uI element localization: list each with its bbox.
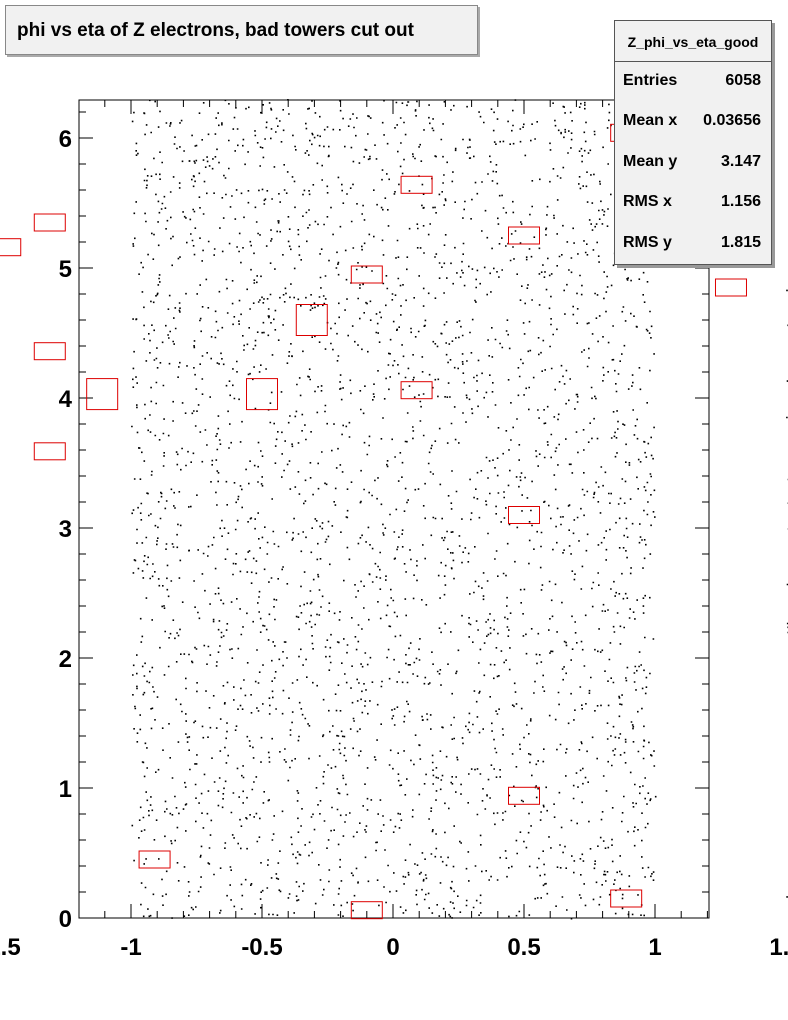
stats-row-rms-y: RMS y 1.815 [615,224,771,264]
bad-tower-box [714,278,747,297]
stats-row-mean-y: Mean y 3.147 [615,143,771,183]
stats-histogram-name: Z_phi_vs_eta_good [615,21,771,62]
bad-tower-box [246,378,278,411]
stats-value: 0.03656 [703,112,761,129]
y-tick-label: 4 [59,386,73,413]
stats-row-mean-x: Mean x 0.03656 [615,102,771,142]
stats-label: Mean x [623,112,678,129]
y-tick-label: 1 [59,776,72,803]
bad-tower-box [33,342,66,361]
x-tick-label: 1.5 [769,934,788,961]
bad-tower-box [610,889,643,908]
bad-tower-box [138,850,171,869]
stats-value: 1.815 [720,234,761,251]
bad-tower-box [350,901,383,920]
y-tick-label: 5 [59,256,72,283]
stats-label: RMS y [623,234,672,251]
x-tick-label: -1 [120,934,141,961]
bad-tower-box [400,175,433,194]
stats-label: RMS x [623,193,672,210]
bad-tower-box [350,265,383,284]
stats-row-entries: Entries 6058 [615,62,771,102]
stats-value: 6058 [725,72,761,89]
stats-row-rms-x: RMS x 1.156 [615,183,771,223]
bad-tower-boxes [0,123,747,920]
bad-tower-box [33,213,66,232]
stats-value: 1.156 [720,193,761,210]
x-tick-label: -0.5 [241,934,282,961]
plot-frame [78,99,710,919]
x-tick-label: -1.5 [0,934,21,961]
stats-label: Entries [623,72,678,89]
bad-tower-box [508,786,540,805]
bad-tower-box [0,238,22,257]
axis-ticks: -2-1.5-1-0.500.511.520123456 [0,100,788,961]
title-box: phi vs eta of Z electrons, bad towers cu… [5,5,478,55]
y-tick-label: 2 [59,646,72,673]
bad-tower-box [295,304,328,336]
stats-label: Mean y [623,153,678,170]
x-tick-label: 0.5 [507,934,540,961]
y-tick-label: 0 [59,906,72,933]
bad-tower-box [508,226,540,245]
bad-tower-box [400,381,433,400]
bad-tower-box [508,506,540,524]
y-tick-label: 6 [59,126,72,153]
chart-title: phi vs eta of Z electrons, bad towers cu… [17,20,414,41]
stats-value: 3.147 [720,153,761,170]
x-tick-label: 1 [648,934,661,961]
x-tick-label: 0 [386,934,399,961]
y-tick-label: 3 [59,516,72,543]
bad-tower-box [86,378,119,411]
bad-tower-box [33,442,66,461]
stats-box: Z_phi_vs_eta_good Entries 6058 Mean x 0.… [614,20,772,265]
